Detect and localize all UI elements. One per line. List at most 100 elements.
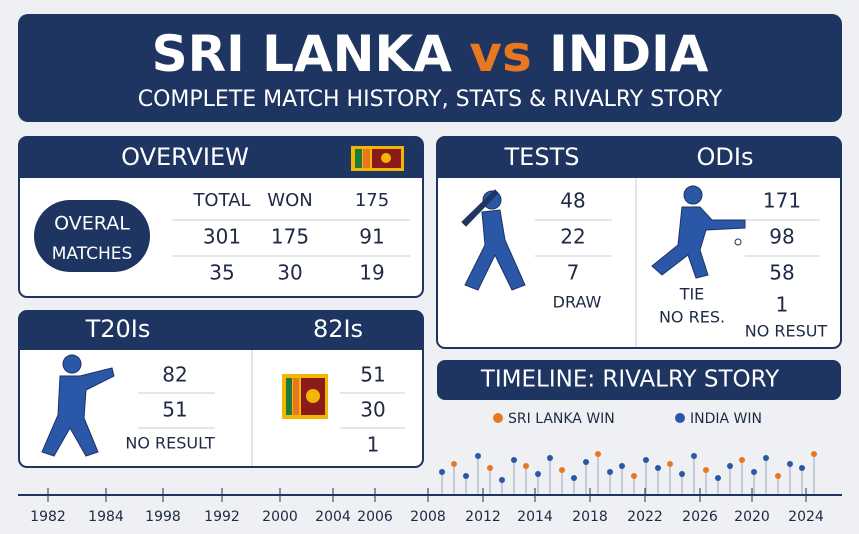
marker-dot <box>535 471 541 477</box>
marker-dot <box>787 461 793 467</box>
cell-value: 91 <box>359 225 384 249</box>
stat-value: 58 <box>769 261 794 285</box>
year-label: 2024 <box>788 509 824 525</box>
stat-value: 48 <box>560 189 585 213</box>
marker-dot <box>607 469 613 475</box>
stat-value: 7 <box>567 261 580 285</box>
year-label: 2008 <box>410 509 446 525</box>
overall-pill <box>34 200 150 272</box>
batsman-icon <box>461 189 526 291</box>
stat-value: 22 <box>560 225 585 249</box>
overview-rules <box>172 219 410 257</box>
timeline-years: 1982 1984 1998 1992 2000 2004 2006 2008 2012 2014… <box>30 488 824 525</box>
year-label: 2000 <box>262 509 298 525</box>
title-vs: vs <box>469 25 531 83</box>
marker-dot <box>595 451 601 457</box>
sri-lanka-flag <box>351 146 404 171</box>
t20-rules <box>138 392 405 429</box>
marker-dot <box>631 473 637 479</box>
marker-dot <box>499 477 505 483</box>
odis-title: ODIs <box>697 143 754 171</box>
t20-title: T20Is <box>85 315 151 343</box>
stat-value: 1 <box>367 433 380 457</box>
marker-dot <box>751 469 757 475</box>
cell-value: 30 <box>277 261 302 285</box>
cell-value: 301 <box>203 225 241 249</box>
legend-label: SRI LANKA WIN <box>508 411 615 427</box>
marker-dot <box>799 465 805 471</box>
column-header: 175 <box>355 190 389 211</box>
marker-dot <box>739 457 745 463</box>
stat-value: 1 <box>776 293 789 317</box>
subtitle: COMPLETE MATCH HISTORY, STATS & RIVALRY … <box>138 87 723 112</box>
main-title: SRI LANKA vs INDIA <box>152 25 709 83</box>
legend-label: INDIA WIN <box>690 411 762 427</box>
marker-dot <box>523 463 529 469</box>
second-title: 82Is <box>313 315 363 343</box>
stat-value: 30 <box>360 398 385 422</box>
t20-header <box>19 311 423 350</box>
title-left: SRI LANKA <box>152 25 453 83</box>
legend-swatch <box>675 413 685 423</box>
marker-dot <box>655 465 661 471</box>
marker-dot <box>619 463 625 469</box>
marker-dot <box>439 469 445 475</box>
year-label: 2012 <box>465 509 501 525</box>
marker-dot <box>667 461 673 467</box>
legend-swatch <box>493 413 503 423</box>
column-header: WON <box>267 190 312 211</box>
overall-label: MATCHES <box>52 244 133 264</box>
year-label: 2004 <box>315 509 351 525</box>
year-label: 2026 <box>682 509 718 525</box>
marker-dot <box>763 455 769 461</box>
overview-header <box>19 137 423 178</box>
stat-value: 82 <box>162 363 187 387</box>
marker-dot <box>811 451 817 457</box>
batsman-icon <box>651 185 746 279</box>
marker-dot <box>715 475 721 481</box>
stat-note: DRAW <box>553 293 602 312</box>
marker-dot <box>451 461 457 467</box>
marker-dot <box>703 467 709 473</box>
stat-value: 51 <box>360 363 385 387</box>
batsman-icon <box>41 354 115 457</box>
year-label: 2020 <box>734 509 770 525</box>
timeline-title: TIMELINE: RIVALRY STORY <box>480 367 780 393</box>
year-label: 1998 <box>145 509 181 525</box>
year-label: 2014 <box>517 509 553 525</box>
marker-dot <box>583 459 589 465</box>
sri-lanka-flag <box>282 374 328 419</box>
timeline-header <box>437 360 841 400</box>
stat-note: TIE <box>679 285 705 304</box>
marker-dot <box>475 453 481 459</box>
stat-note: NO RES. <box>659 308 725 327</box>
formats-rules <box>535 219 820 257</box>
marker-dot <box>463 473 469 479</box>
formats-header <box>437 137 841 178</box>
marker-dot <box>487 465 493 471</box>
year-label: 1992 <box>204 509 240 525</box>
marker-dot <box>511 457 517 463</box>
stat-note: NO RESUT <box>745 322 828 341</box>
cell-value: 35 <box>209 261 234 285</box>
year-label: 2006 <box>357 509 393 525</box>
timeline-markers <box>439 451 817 494</box>
marker-dot <box>559 467 565 473</box>
column-header: TOTAL <box>192 190 250 211</box>
tests-title: TESTS <box>504 143 580 171</box>
year-label: 1982 <box>30 509 66 525</box>
marker-dot <box>571 475 577 481</box>
header-band <box>18 14 842 122</box>
marker-dot <box>691 453 697 459</box>
stat-value: 98 <box>769 225 794 249</box>
marker-dot <box>679 471 685 477</box>
overall-label: OVERAL <box>54 213 130 235</box>
stat-value: 51 <box>162 398 187 422</box>
title-right: INDIA <box>549 25 709 83</box>
stat-value: 171 <box>763 189 801 213</box>
year-label: 2018 <box>572 509 608 525</box>
year-label: 2022 <box>627 509 663 525</box>
cell-value: 175 <box>271 225 309 249</box>
overview-title: OVERVIEW <box>121 143 249 171</box>
